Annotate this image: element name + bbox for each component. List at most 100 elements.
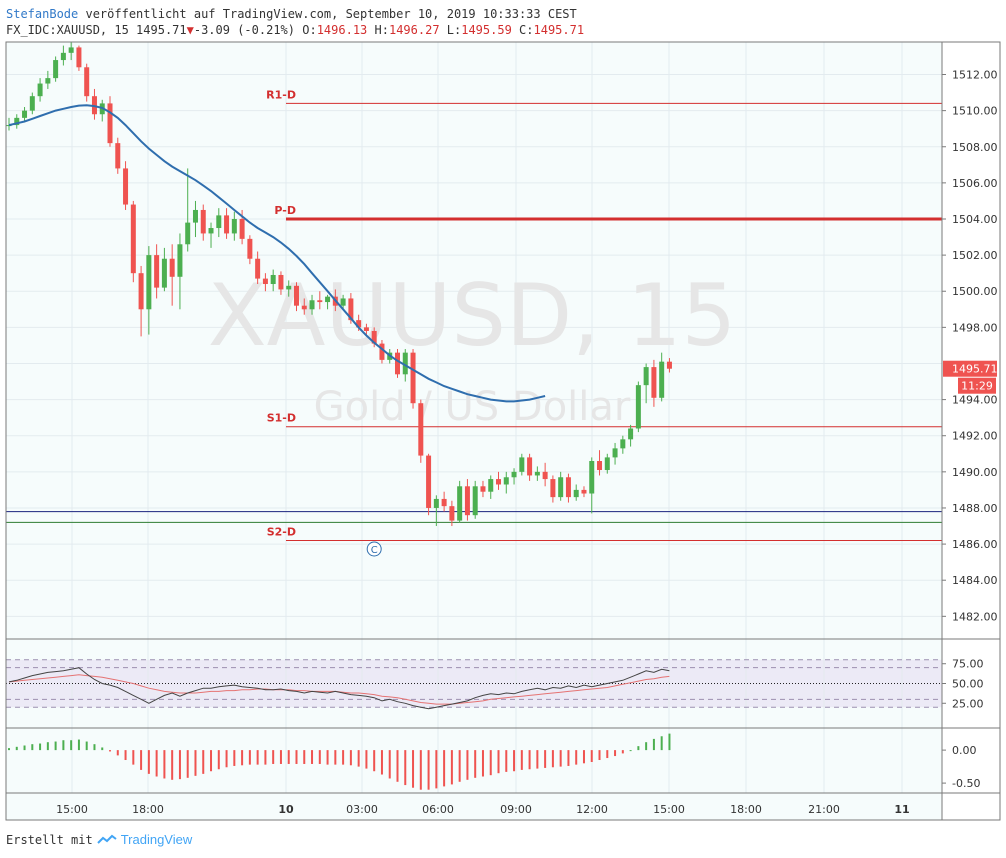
- candle-body: [581, 489, 587, 494]
- tradingview-brand-link[interactable]: TradingView: [120, 832, 193, 847]
- macd-histogram-bar: [443, 750, 446, 787]
- price-tick-label: 1490.00: [952, 466, 998, 479]
- candle-body: [231, 218, 237, 234]
- candle-body: [6, 125, 12, 127]
- candle-body: [22, 110, 28, 118]
- last-price-label: 1495.71: [952, 363, 998, 376]
- time-tick-label: 18:00: [132, 803, 164, 816]
- macd-histogram-bar: [614, 750, 617, 757]
- pivot-label-s1-d: S1-D: [267, 412, 296, 425]
- candle-body: [402, 352, 408, 375]
- candle-body: [433, 498, 439, 508]
- macd-histogram-bar: [645, 742, 648, 751]
- candle-body: [301, 305, 307, 310]
- event-marker-icon: [366, 541, 382, 557]
- price-tick-label: 1502.00: [952, 249, 998, 262]
- candle-body: [441, 498, 447, 507]
- candle-body: [68, 47, 74, 53]
- close-value: 1495.71: [533, 23, 585, 37]
- candle-body: [410, 352, 416, 404]
- macd-histogram-bar: [489, 750, 492, 776]
- high-label: H:: [374, 23, 389, 37]
- macd-histogram-bar: [450, 750, 453, 785]
- macd-histogram-bar: [202, 750, 205, 774]
- macd-histogram-bar: [334, 750, 337, 765]
- price-tick-label: 1512.00: [952, 69, 998, 82]
- candle-body: [60, 52, 66, 61]
- macd-histogram-bar: [85, 741, 88, 751]
- candle-body: [558, 477, 564, 498]
- candle-body: [340, 298, 346, 306]
- candle-body: [208, 228, 214, 234]
- candle-body: [130, 204, 136, 274]
- macd-histogram-bar: [544, 750, 547, 768]
- macd-histogram-bar: [54, 741, 57, 751]
- candle-body: [115, 143, 121, 169]
- macd-histogram-bar: [575, 750, 578, 765]
- candle-body: [472, 486, 478, 516]
- candle-body: [519, 457, 525, 472]
- macd-histogram-bar: [210, 750, 213, 772]
- macd-histogram-bar: [505, 750, 508, 772]
- macd-histogram-bar: [380, 750, 383, 775]
- price-tick-label: 1494.00: [952, 394, 998, 407]
- candle-body: [14, 117, 20, 126]
- macd-histogram-bar: [474, 750, 477, 778]
- macd-histogram-bar: [598, 750, 601, 761]
- symbol-line: FX_IDC:XAUUSD, 15 1495.71: [6, 23, 187, 37]
- chart-frame: [5, 41, 1001, 821]
- candle-body: [37, 83, 43, 97]
- macd-histogram-bar: [404, 750, 407, 786]
- price-tick-label: 1510.00: [952, 105, 998, 118]
- macd-histogram-bar: [427, 750, 430, 790]
- macd-histogram-bar: [217, 750, 220, 770]
- candle-body: [612, 448, 618, 458]
- candle-body: [573, 489, 579, 498]
- candle-body: [542, 471, 548, 480]
- macd-histogram-bar: [109, 750, 112, 752]
- last-price-tag: [943, 360, 997, 377]
- candle-body: [395, 352, 400, 375]
- candle-body: [278, 274, 284, 290]
- candle-body: [247, 238, 253, 259]
- candle-body: [565, 477, 571, 498]
- time-tick-label: 09:00: [500, 803, 532, 816]
- candle-body: [371, 330, 377, 344]
- macd-histogram-bar: [551, 750, 554, 768]
- watermark-name: Gold / US Dollar: [314, 384, 631, 430]
- macd-histogram-bar: [590, 750, 593, 762]
- candle-body: [84, 67, 90, 97]
- author-link[interactable]: StefanBode: [6, 7, 79, 21]
- chart-header: StefanBode veröffentlicht auf TradingVie…: [6, 6, 584, 38]
- macd-histogram-bar: [303, 750, 306, 764]
- time-tick-label: 21:00: [808, 803, 840, 816]
- macd-histogram-bar: [326, 750, 329, 765]
- macd-histogram-bar: [668, 733, 671, 751]
- pivot-label-s2-d: S2-D: [267, 525, 296, 538]
- macd-histogram-bar: [163, 750, 166, 779]
- candle-body: [659, 361, 665, 398]
- candle-body: [185, 222, 191, 245]
- macd-histogram-bar: [373, 750, 376, 772]
- candle-body: [29, 96, 35, 111]
- macd-histogram-bar: [279, 750, 282, 764]
- macd-histogram-bar: [248, 750, 251, 765]
- macd-histogram-bar: [225, 750, 228, 768]
- macd-histogram-bar: [559, 750, 562, 767]
- candle-body: [239, 218, 245, 239]
- macd-histogram-bar: [116, 750, 119, 756]
- candle-body: [597, 461, 603, 471]
- price-tick-label: 1488.00: [952, 502, 998, 515]
- macd-histogram-bar: [124, 750, 127, 761]
- candle-body: [216, 215, 222, 229]
- candle-body: [123, 168, 129, 205]
- macd-histogram-bar: [93, 744, 96, 751]
- candle-body: [309, 300, 315, 310]
- macd-histogram-bar: [132, 750, 135, 765]
- candle-body: [161, 258, 167, 288]
- macd-histogram-bar: [582, 750, 585, 764]
- candle-body: [177, 244, 183, 277]
- macd-histogram-bar: [77, 739, 80, 751]
- candle-body: [651, 367, 657, 398]
